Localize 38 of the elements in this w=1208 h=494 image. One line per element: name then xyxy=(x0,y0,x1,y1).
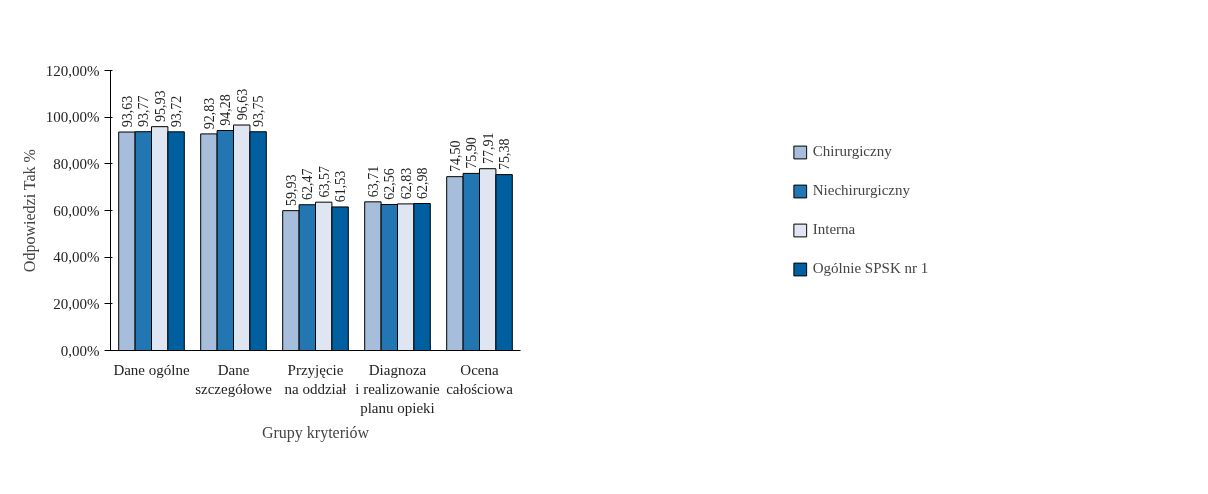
data-label: 93,75 xyxy=(251,95,267,128)
data-label: 59,93 xyxy=(283,174,299,206)
y-tick-label: 120,00% xyxy=(45,62,100,79)
data-label: 62,83 xyxy=(398,167,414,200)
data-label: 93,72 xyxy=(169,95,185,128)
x-tick-label: Przyjęcie na oddział xyxy=(284,361,348,397)
x-tick-label: Dane szczegółowe xyxy=(195,361,273,397)
y-tick-label: 60,00% xyxy=(53,202,100,219)
x-tick-label: Diagnoza i realizowanie planu opieki xyxy=(355,361,441,416)
legend-label: Interna xyxy=(812,221,856,238)
legend-label: Chirurgiczny xyxy=(812,143,892,160)
x-tick-label: Ocena całościowa xyxy=(446,361,514,397)
legend-label: Ogólnie SPSK nr 1 xyxy=(812,260,929,277)
x-axis-title: Grupy kryteriów xyxy=(261,423,370,442)
x-tick-label: Dane ogólne xyxy=(113,361,190,378)
data-label: 93,77 xyxy=(136,95,152,128)
data-label: 77,91 xyxy=(480,132,496,165)
data-label: 63,57 xyxy=(316,166,332,198)
y-tick-label: 0,00% xyxy=(60,342,100,359)
data-label: 62,56 xyxy=(382,168,398,200)
y-tick-label: 80,00% xyxy=(53,155,100,172)
data-label: 94,28 xyxy=(218,94,234,126)
data-label: 74,50 xyxy=(447,140,463,172)
data-label: 92,83 xyxy=(201,97,217,130)
data-label: 96,63 xyxy=(234,88,250,121)
data-label: 95,93 xyxy=(152,90,168,122)
y-tick-label: 20,00% xyxy=(53,295,100,312)
y-tick-label: 100,00% xyxy=(45,109,100,126)
data-label: 61,53 xyxy=(333,170,349,203)
data-label: 62,98 xyxy=(415,167,431,199)
data-label: 93,63 xyxy=(119,95,135,128)
y-tick-label: 40,00% xyxy=(53,249,100,266)
data-label: 75,38 xyxy=(497,138,513,170)
data-label: 63,71 xyxy=(365,165,381,198)
data-label: 62,47 xyxy=(300,168,316,201)
data-label: 75,90 xyxy=(464,137,480,169)
legend-label: Niechirurgiczny xyxy=(812,182,910,199)
y-axis-title: Odpowiedzi Tak % xyxy=(20,149,39,273)
